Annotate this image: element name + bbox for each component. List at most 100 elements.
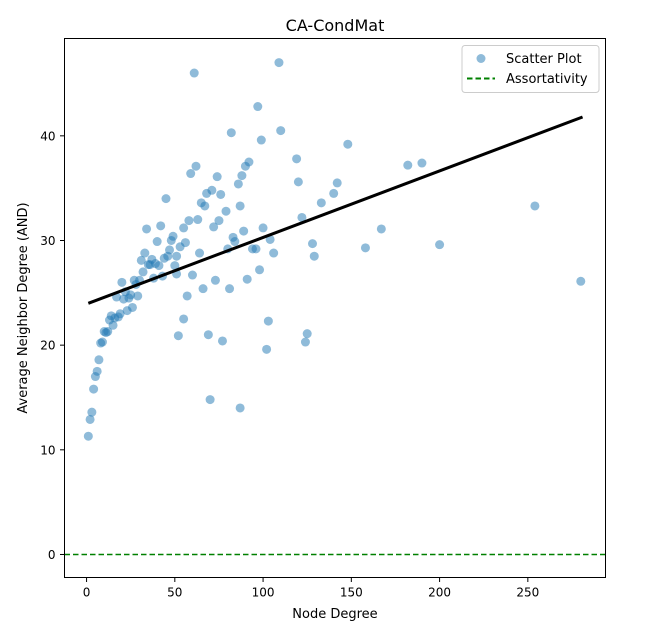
scatter-point bbox=[343, 139, 353, 149]
scatter-point bbox=[173, 331, 183, 341]
scatter-point bbox=[210, 275, 220, 285]
y-axis-label: Average Neighbor Degree (AND) bbox=[16, 202, 31, 413]
scatter-point bbox=[168, 231, 178, 241]
scatter-point bbox=[115, 309, 125, 319]
scatter-point bbox=[136, 255, 146, 265]
scatter-point bbox=[214, 216, 224, 226]
scatter-point bbox=[435, 240, 445, 250]
scatter-point bbox=[189, 68, 199, 78]
scatter-point bbox=[108, 320, 118, 330]
x-tick-label: 50 bbox=[167, 586, 182, 600]
scatter-point bbox=[152, 237, 162, 247]
scatter-point bbox=[138, 267, 148, 277]
scatter-point bbox=[170, 261, 180, 271]
scatter-point bbox=[154, 261, 164, 271]
scatter-point bbox=[97, 337, 107, 347]
scatter-point bbox=[251, 244, 261, 254]
scatter-point bbox=[179, 314, 189, 324]
scatter-point bbox=[308, 239, 317, 249]
scatter-point bbox=[117, 277, 127, 287]
scatter-point bbox=[360, 243, 370, 253]
scatter-point bbox=[235, 403, 245, 413]
x-tick-label: 0 bbox=[83, 586, 91, 600]
scatter-point bbox=[156, 221, 166, 231]
scatter-point bbox=[332, 178, 342, 188]
scatter-point bbox=[297, 212, 307, 222]
scatter-point bbox=[329, 188, 339, 198]
scatter-point bbox=[376, 224, 386, 234]
scatter-point bbox=[302, 329, 312, 339]
scatter-point bbox=[221, 206, 231, 216]
scatter-point bbox=[239, 226, 249, 236]
y-tick-label: 10 bbox=[40, 443, 55, 457]
chart-title: CA-CondMat bbox=[286, 16, 385, 35]
scatter-point bbox=[309, 251, 319, 261]
legend: Scatter Plot Assortativity bbox=[461, 45, 600, 93]
scatter-point bbox=[127, 302, 137, 312]
scatter-point bbox=[186, 169, 196, 179]
scatter-point bbox=[242, 274, 252, 284]
scatter-point bbox=[207, 185, 217, 195]
scatter-point bbox=[187, 270, 197, 280]
scatter-point bbox=[182, 291, 192, 301]
y-tick-label: 0 bbox=[48, 548, 56, 562]
x-axis-label: Node Degree bbox=[292, 607, 377, 622]
scatter-point bbox=[83, 431, 93, 441]
scatter-point bbox=[235, 201, 245, 211]
scatter-point bbox=[316, 198, 326, 208]
scatter-point bbox=[576, 276, 586, 286]
scatter-point bbox=[205, 395, 215, 405]
y-tick-label: 40 bbox=[40, 129, 55, 143]
scatter-point bbox=[293, 177, 303, 187]
x-tick-label: 250 bbox=[516, 586, 539, 600]
scatter-point bbox=[140, 248, 150, 258]
axes-frame bbox=[64, 38, 606, 578]
scatter-point bbox=[263, 316, 273, 326]
scatter-point bbox=[530, 201, 540, 211]
scatter-point bbox=[417, 158, 427, 168]
scatter-point bbox=[94, 355, 104, 365]
scatter-point bbox=[212, 172, 222, 182]
plot-area bbox=[64, 58, 606, 556]
scatter-point bbox=[276, 126, 286, 136]
scatter-point bbox=[225, 284, 235, 294]
scatter-point bbox=[193, 215, 203, 225]
x-tick-label: 150 bbox=[340, 586, 363, 600]
legend-scatter-marker-icon bbox=[476, 54, 486, 63]
scatter-point bbox=[226, 128, 236, 138]
scatter-point bbox=[200, 201, 210, 211]
scatter-point bbox=[198, 284, 208, 294]
scatter-point bbox=[195, 248, 205, 258]
legend-entry-assortativity: Assortativity bbox=[506, 72, 588, 87]
scatter-point bbox=[403, 160, 413, 170]
scatter-point bbox=[237, 171, 247, 181]
scatter-point bbox=[191, 161, 201, 171]
scatter-point bbox=[203, 330, 213, 340]
scatter-point bbox=[262, 344, 272, 354]
y-tick-label: 30 bbox=[40, 234, 55, 248]
scatter-point bbox=[92, 366, 102, 376]
scatter-point bbox=[172, 251, 182, 261]
scatter-point bbox=[179, 223, 189, 233]
scatter-point bbox=[85, 414, 95, 424]
scatter-point bbox=[217, 336, 227, 346]
scatter-point bbox=[103, 327, 113, 337]
legend-frame bbox=[461, 45, 600, 93]
scatter-point bbox=[165, 245, 175, 255]
y-axis: 0 10 20 30 40 bbox=[40, 129, 65, 562]
scatter-point bbox=[209, 222, 219, 232]
scatter-point bbox=[258, 223, 268, 233]
scatter-point bbox=[300, 337, 310, 347]
scatter-point bbox=[253, 102, 263, 112]
legend-entry-scatter-plot: Scatter Plot bbox=[506, 52, 582, 67]
y-tick-label: 20 bbox=[40, 339, 55, 353]
scatter-point bbox=[89, 384, 99, 394]
x-tick-label: 200 bbox=[428, 586, 451, 600]
scatter-point bbox=[142, 224, 152, 234]
scatter-point bbox=[184, 216, 194, 226]
scatter-point bbox=[180, 238, 190, 248]
scatter-point bbox=[292, 154, 302, 164]
fit-line bbox=[87, 115, 584, 305]
